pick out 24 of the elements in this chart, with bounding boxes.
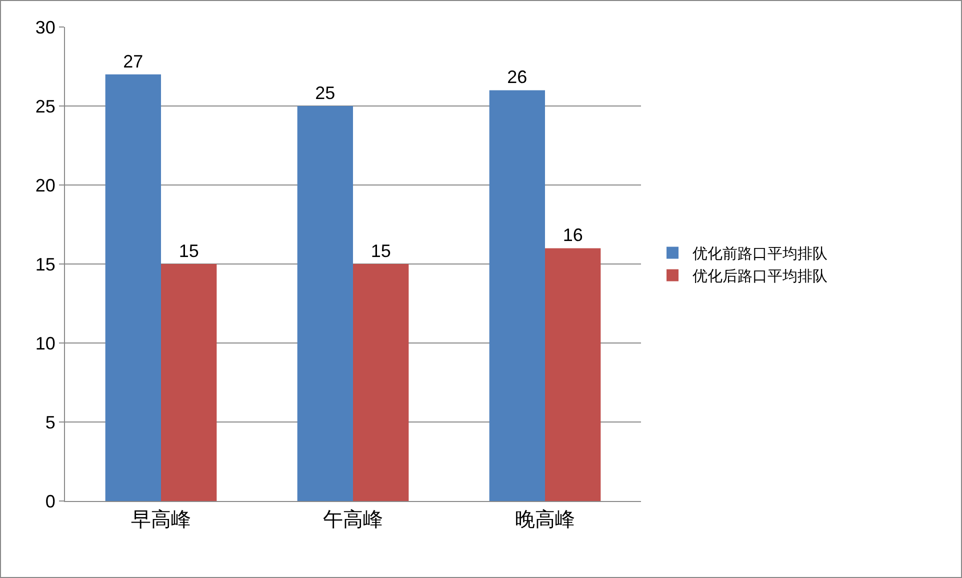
x-tick-label: 午高峰 [323, 507, 383, 531]
data-label: 15 [178, 241, 199, 261]
x-tick-label: 晚高峰 [515, 507, 575, 531]
y-tick-label: 25 [35, 96, 56, 116]
bar [297, 106, 353, 501]
data-label: 26 [507, 67, 528, 88]
data-label: 16 [562, 225, 583, 246]
bar [353, 264, 409, 501]
y-tick-label: 0 [45, 491, 56, 512]
legend-label: 优化前路口平均排队 [692, 244, 828, 263]
y-tick-label: 15 [35, 254, 56, 274]
data-label: 15 [370, 241, 391, 261]
y-tick-label: 10 [35, 333, 56, 354]
bar [489, 90, 545, 501]
data-label: 25 [315, 83, 336, 103]
x-tick-label: 早高峰 [131, 507, 191, 531]
bar [545, 248, 601, 501]
bar [161, 264, 217, 501]
y-tick-label: 20 [35, 175, 56, 196]
y-tick-label: 30 [35, 17, 56, 38]
legend-label: 优化后路口平均排队 [692, 267, 828, 286]
data-label: 27 [123, 51, 144, 72]
y-tick-label: 5 [45, 412, 56, 432]
bar [105, 74, 161, 501]
